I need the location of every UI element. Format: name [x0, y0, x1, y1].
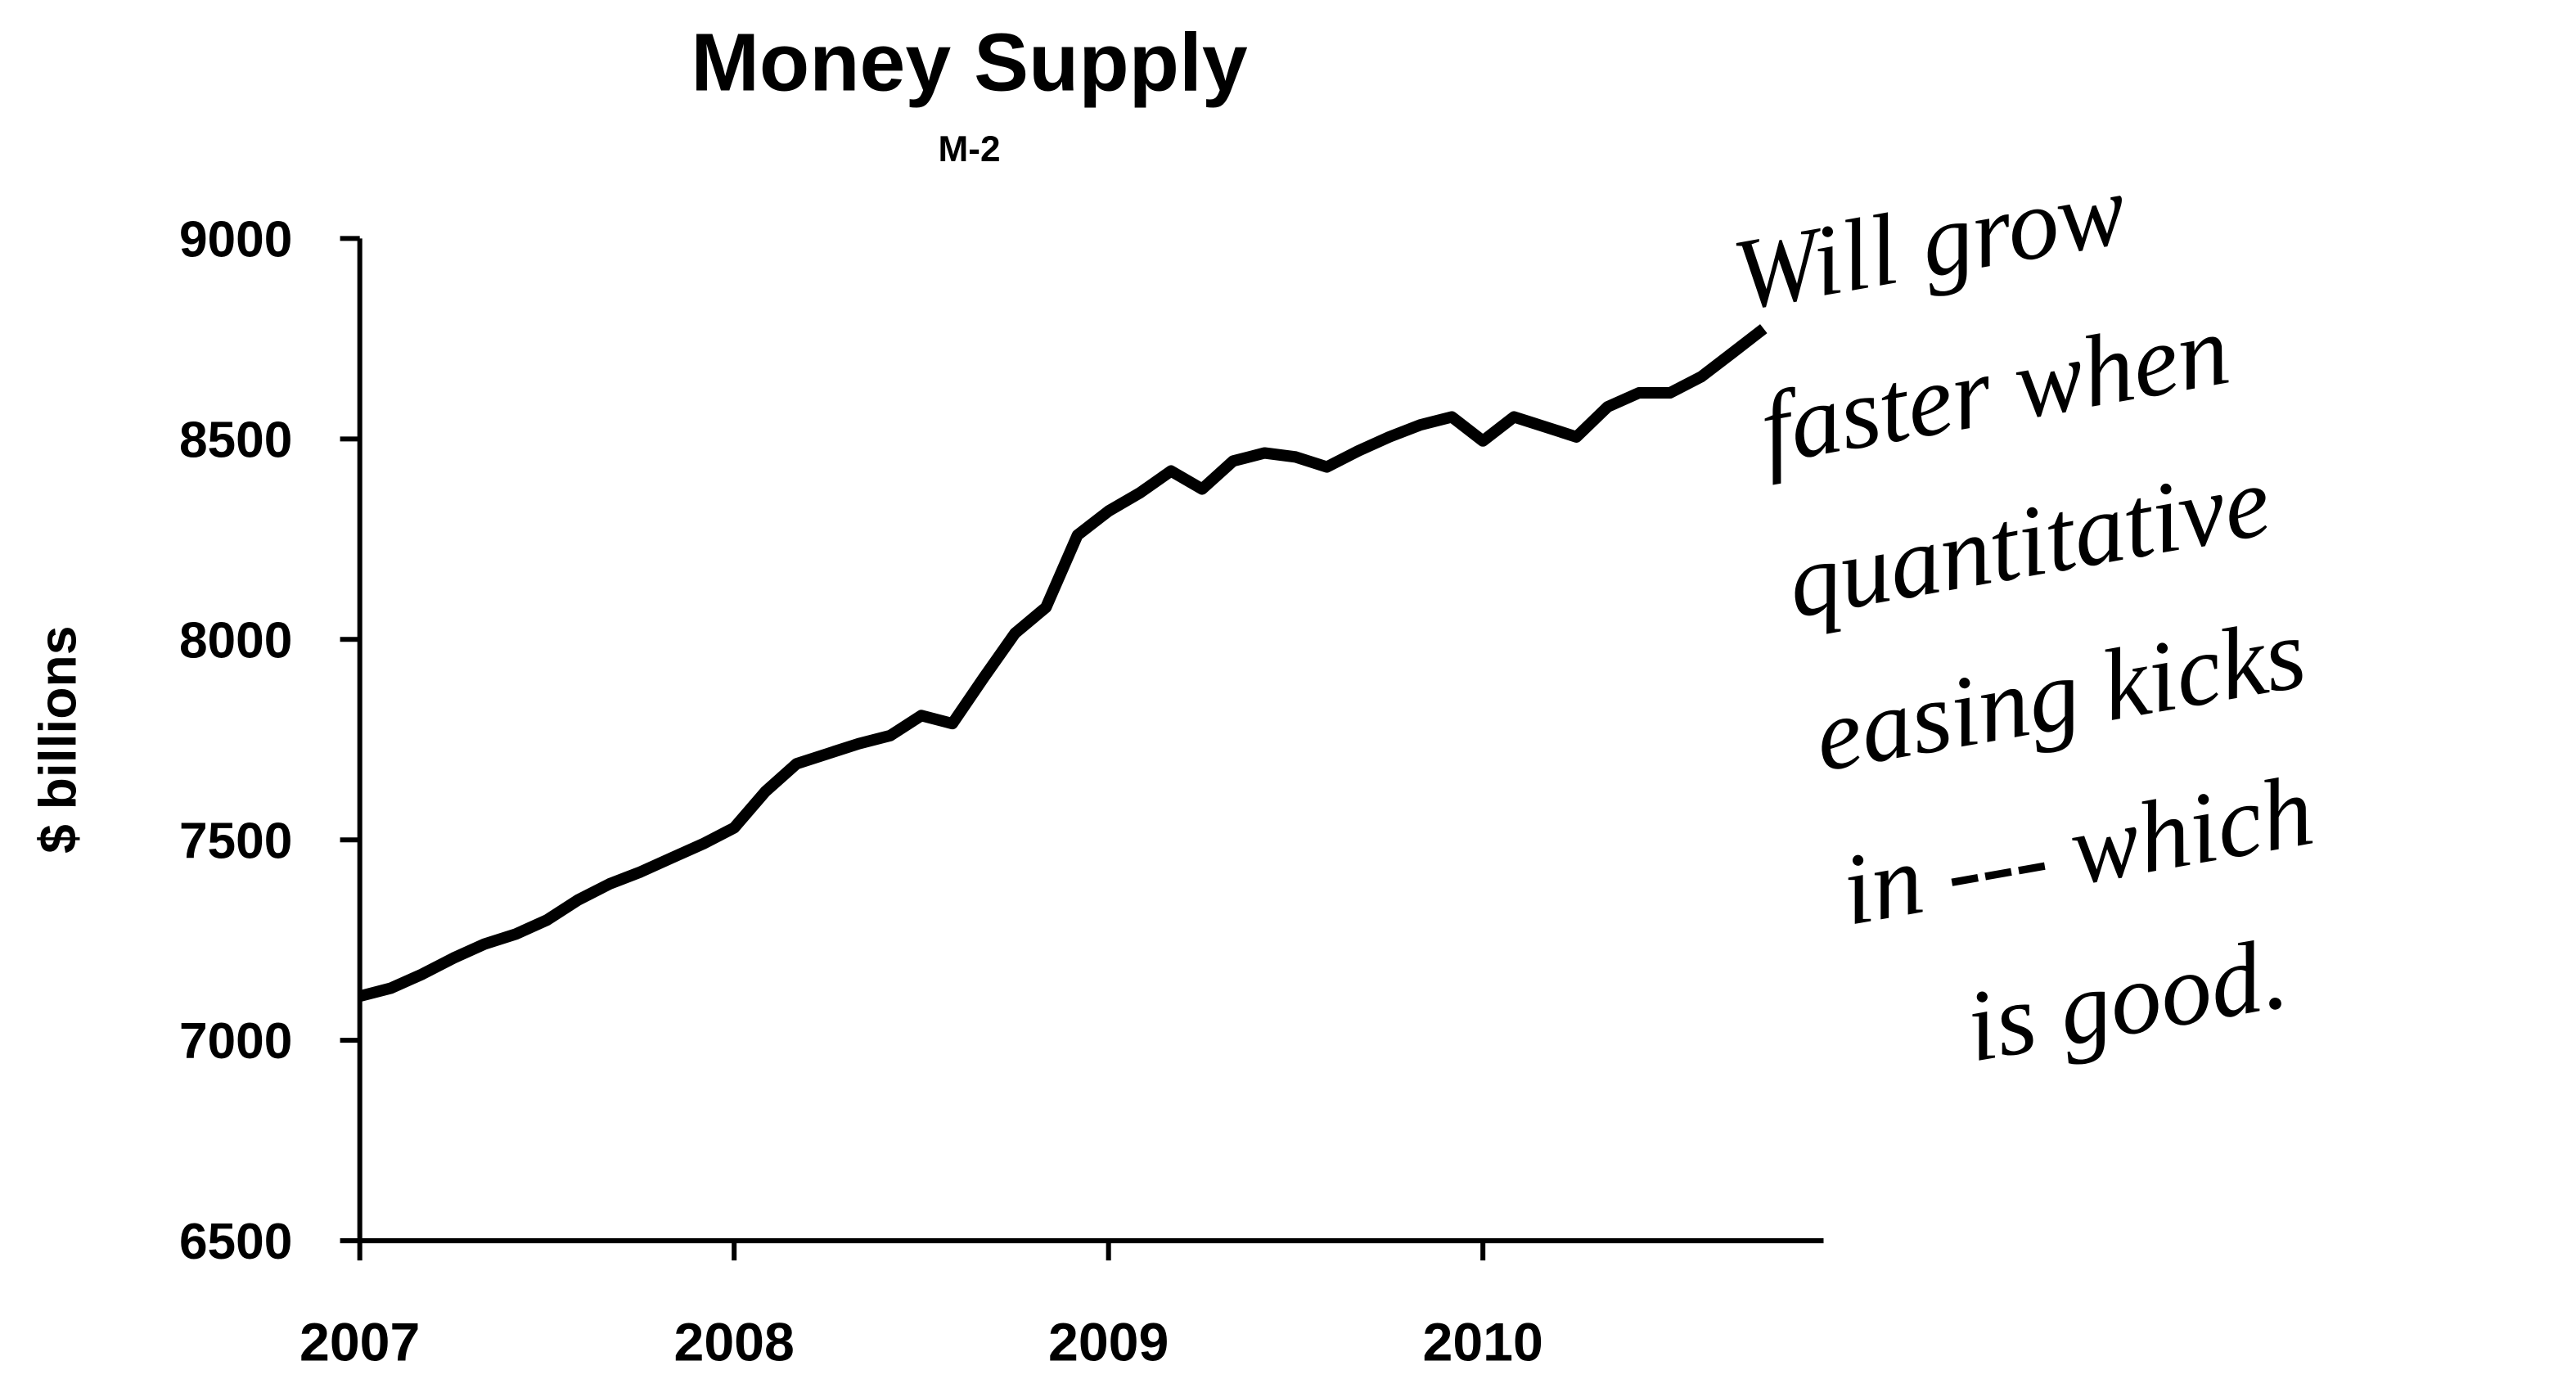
data-line	[358, 324, 1768, 1003]
y-tick-label: 7500	[179, 813, 292, 869]
annotation-line: in --- which	[1834, 753, 2322, 947]
x-tick-label: 2007	[299, 1313, 420, 1373]
y-tick-label: 6500	[179, 1214, 292, 1270]
annotation-line: quantitative	[1779, 444, 2278, 639]
chart-title: Money Supply	[691, 17, 1248, 109]
y-tick-label: 8500	[179, 412, 292, 468]
x-tick-label: 2010	[1422, 1313, 1542, 1373]
x-tick-label: 2009	[1048, 1313, 1169, 1373]
annotation-line: is good.	[1957, 916, 2295, 1083]
x-tick-label: 2008	[673, 1313, 794, 1373]
y-tick-label: 7000	[179, 1013, 292, 1070]
annotation-line: faster when	[1752, 292, 2237, 485]
y-axis-label: $ billions	[28, 626, 87, 854]
y-tick-label: 8000	[179, 612, 292, 669]
chart-subtitle: M-2	[938, 129, 1000, 169]
y-tick-label: 9000	[179, 211, 292, 268]
annotation-line: Will grow	[1725, 152, 2134, 332]
